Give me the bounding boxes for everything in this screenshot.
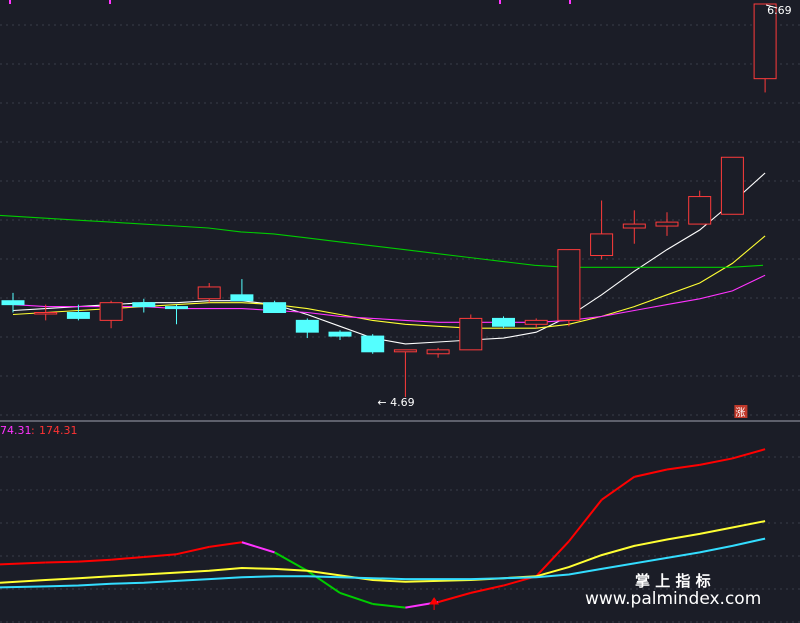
indicator-segment [45, 560, 79, 564]
high-arrow [765, 4, 778, 9]
moving-average-line [12, 235, 766, 329]
candle-body [230, 294, 254, 302]
candle-body [361, 335, 385, 353]
up-arrow-marker [429, 597, 440, 610]
rise-badge-label: 涨 [735, 407, 745, 419]
price-annotations: 6.69 ← 4.69 涨 [377, 4, 791, 419]
indicator-segment [634, 468, 668, 478]
candle-body [34, 312, 58, 315]
rise-badge [734, 405, 748, 418]
indicator-segment [372, 602, 406, 609]
candle-body [197, 286, 221, 300]
candle-body [557, 249, 581, 321]
indicator-segment [0, 561, 46, 566]
moving-average-line [12, 172, 766, 345]
candle-body [688, 196, 712, 225]
candle-body [590, 233, 614, 257]
indicator-line [0, 520, 766, 584]
indicator-segment [78, 558, 112, 563]
candle-body [426, 349, 450, 355]
indicator-segment [176, 545, 210, 556]
candle-body [655, 221, 679, 227]
indicator-segment [437, 591, 472, 604]
indicator-header-value-2: 174.31 [39, 424, 78, 437]
watermark: 掌 上 指 标 www.palmindex.com [585, 572, 761, 609]
candles [1, 3, 777, 397]
candle-body [328, 331, 352, 337]
indicator-header-separator: : [31, 424, 35, 437]
indicator-segment [601, 476, 635, 501]
indicator-segment [241, 541, 275, 554]
candle-body [753, 3, 777, 80]
indicator-segment [732, 448, 766, 460]
moving-average-line [12, 274, 766, 323]
candle-body [295, 319, 319, 333]
indicator-segment [339, 591, 374, 605]
indicator-segment [111, 555, 144, 561]
indicator-segment [306, 569, 341, 594]
indicator-segment [143, 553, 177, 558]
indicator-segment [699, 457, 733, 466]
watermark-url: www.palmindex.com [585, 589, 761, 609]
high-price-label: 6.69 [767, 4, 792, 17]
candle-body [66, 312, 90, 319]
main-grid [0, 0, 800, 416]
indicator-segment [666, 463, 700, 471]
candle-body [165, 306, 188, 310]
indicator-lines [0, 448, 766, 610]
candle-body [263, 302, 287, 314]
indicator-segment [568, 499, 603, 542]
indicator-grid [0, 456, 800, 623]
candle-body [524, 319, 548, 325]
watermark-title: 掌 上 指 标 [635, 572, 711, 590]
indicator-header-value-1: 74.31 [0, 424, 32, 437]
candle-body [720, 156, 744, 215]
indicator-segment [209, 541, 243, 548]
candle-body [99, 302, 123, 321]
candle-body [1, 300, 25, 306]
candle-body [492, 317, 515, 327]
candle-body [459, 317, 483, 351]
candle-body [393, 349, 417, 353]
indicator-segment [470, 584, 504, 594]
moving-average-line [0, 214, 764, 268]
candle-body [622, 223, 646, 229]
indicator-segment [274, 551, 308, 572]
indicator-line [0, 537, 766, 589]
indicator-segment [535, 540, 570, 577]
main-panel: 6.69 ← 4.69 涨 [0, 0, 800, 419]
low-price-label: ← 4.69 [377, 396, 414, 409]
candle-body [132, 302, 156, 308]
indicator-panel: 74.31 : 174.31 [0, 424, 800, 623]
